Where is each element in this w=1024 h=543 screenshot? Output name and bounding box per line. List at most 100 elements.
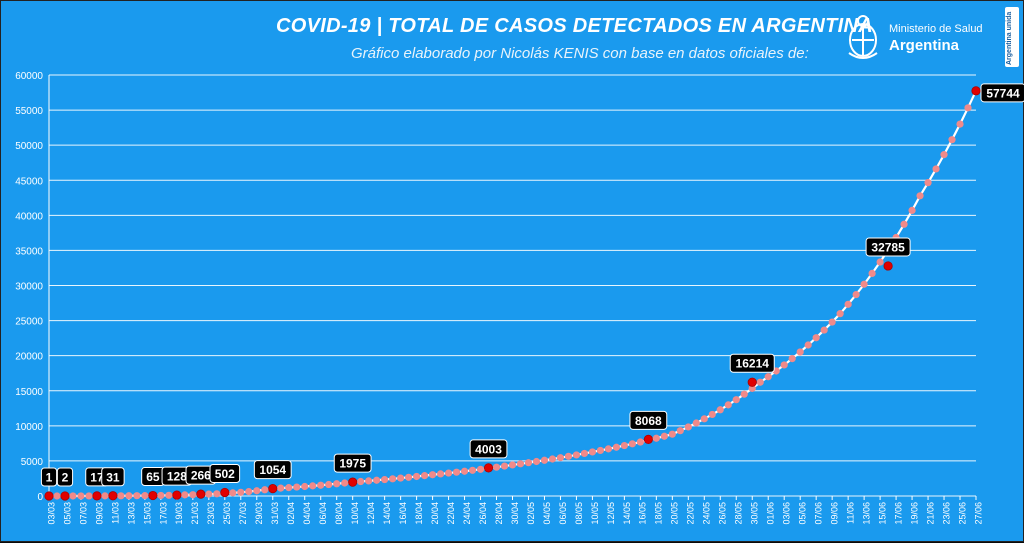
y-tick-label: 35000 (15, 246, 43, 257)
x-tick-label: 13/03 (126, 502, 136, 525)
y-tick-label: 20000 (15, 352, 43, 363)
x-tick-label: 22/04 (446, 502, 456, 525)
data-label-box (333, 453, 372, 473)
data-label: 1 (46, 470, 53, 484)
x-tick-label: 14/05 (622, 502, 632, 525)
data-point (628, 440, 636, 448)
x-tick-label: 27/06 (973, 502, 983, 525)
data-point (548, 455, 557, 463)
data-point (900, 220, 908, 228)
data-point (508, 461, 517, 469)
y-tick-label: 45000 (15, 176, 43, 187)
ministerio-logo: Ministerio de Salud Argentina (843, 13, 993, 63)
data-point (237, 488, 245, 496)
data-point (460, 467, 469, 475)
highlight-point (108, 491, 118, 501)
data-label: 128 (167, 470, 187, 484)
x-tick-label: 17/03 (158, 502, 168, 525)
x-tick-label: 04/04 (302, 502, 312, 525)
data-point (812, 334, 820, 342)
highlight-point (196, 489, 206, 499)
data-point (916, 192, 924, 200)
highlight-point (44, 491, 54, 501)
data-point (428, 471, 437, 479)
data-point (261, 486, 269, 494)
data-point (780, 361, 788, 369)
data-point (229, 489, 237, 497)
data-point (413, 472, 421, 481)
data-point (620, 441, 628, 450)
data-point (333, 480, 341, 488)
data-point (636, 438, 644, 446)
x-tick-label: 19/06 (909, 502, 919, 525)
x-tick-label: 21/06 (925, 502, 935, 525)
x-tick-label: 19/03 (174, 502, 184, 525)
data-point (604, 445, 612, 453)
data-point (596, 446, 605, 455)
data-point (420, 472, 429, 480)
data-point (524, 459, 533, 467)
x-tick-label: 30/05 (750, 502, 760, 525)
data-point (844, 300, 852, 308)
data-point (125, 492, 133, 500)
data-point (317, 481, 325, 489)
x-tick-label: 14/04 (382, 502, 392, 525)
data-point (53, 492, 61, 500)
data-point (389, 475, 397, 483)
data-point (133, 492, 141, 500)
x-tick-label: 09/03 (94, 502, 104, 525)
data-point (836, 310, 844, 318)
data-point (580, 449, 589, 458)
x-tick-label: 12/04 (366, 502, 376, 525)
data-point (293, 483, 301, 491)
highlight-point (148, 490, 158, 501)
data-point (357, 477, 365, 486)
data-point (277, 484, 285, 492)
x-tick-label: 02/04 (286, 502, 296, 525)
data-label: 57744 (986, 86, 1020, 100)
data-point (452, 468, 461, 476)
data-point (660, 432, 668, 440)
x-tick-label: 08/04 (334, 502, 344, 525)
data-label: 502 (215, 467, 235, 481)
chart-subtitle: Gráfico elaborado por Nicolás KENIS con … (351, 45, 809, 62)
data-point (652, 434, 660, 442)
data-point (948, 136, 956, 144)
data-point (516, 460, 525, 468)
data-point (788, 355, 796, 363)
argentina-unida-badge: Argentina unida (1005, 7, 1019, 67)
x-tick-label: 24/04 (462, 502, 472, 525)
series-line (48, 90, 977, 498)
y-tick-label: 40000 (15, 211, 43, 222)
data-label: 31 (106, 470, 120, 484)
highlight-point (172, 490, 182, 500)
data-point (341, 479, 349, 487)
x-tick-label: 12/05 (606, 502, 616, 525)
data-point (740, 390, 748, 398)
y-tick-label: 25000 (15, 317, 43, 328)
x-tick-label: 26/05 (718, 502, 728, 525)
data-label-box (729, 353, 775, 373)
data-point (101, 492, 109, 500)
data-point (676, 427, 684, 435)
data-point (189, 491, 197, 499)
data-point (397, 474, 405, 482)
data-label: 266 (191, 469, 211, 483)
data-point (253, 487, 261, 495)
data-point (572, 451, 581, 459)
data-point (748, 384, 756, 392)
highlight-point (883, 261, 893, 271)
x-tick-label: 10/05 (590, 502, 600, 525)
highlight-point (220, 487, 230, 498)
highlight-point (60, 491, 70, 501)
chart-title: COVID-19 | TOTAL DE CASOS DETECTADOS EN … (276, 15, 874, 37)
argentina-seal-icon (848, 15, 878, 59)
highlight-point (92, 491, 102, 501)
data-point (868, 269, 876, 278)
x-tick-label: 10/04 (350, 502, 360, 525)
logo-line2: Argentina (889, 37, 960, 54)
y-tick-label: 60000 (15, 71, 43, 82)
x-tick-label: 07/03 (78, 502, 88, 525)
x-tick-label: 26/04 (478, 502, 488, 525)
